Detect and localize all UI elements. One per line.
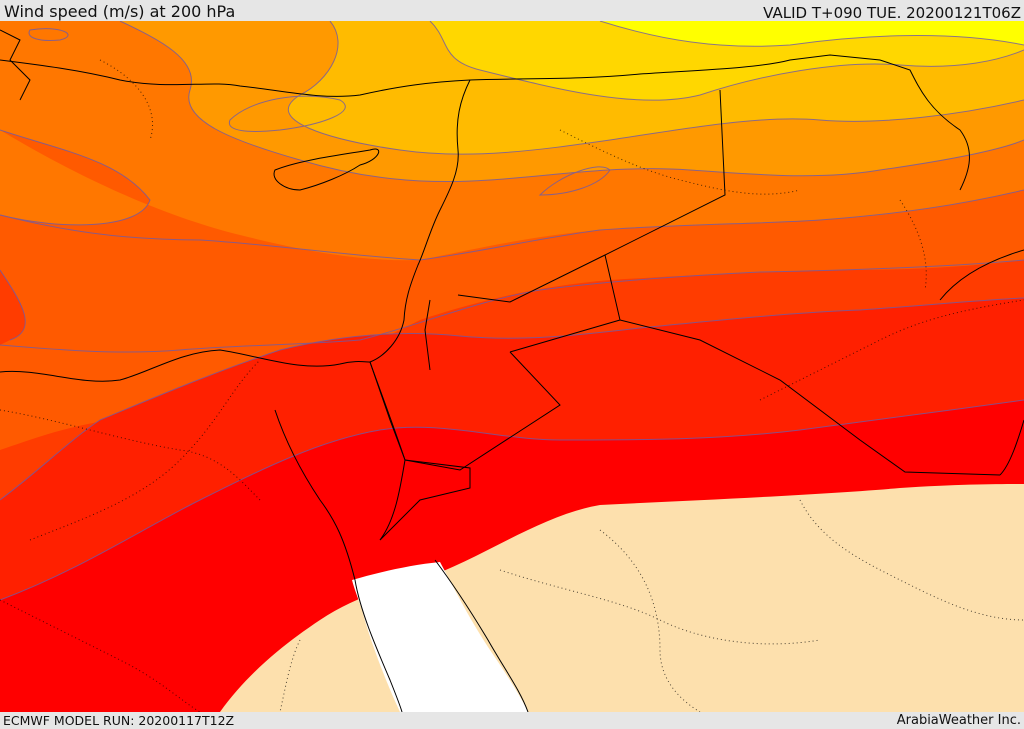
border-syria-iraq bbox=[469, 54, 970, 191]
coastline-levant bbox=[369, 79, 471, 363]
border-egypt-saudi-gulf bbox=[379, 459, 471, 541]
coastline-red-sea-east bbox=[434, 559, 529, 712]
coastline-turkey-south bbox=[0, 59, 471, 97]
border-arabia-coast bbox=[999, 419, 1024, 476]
coastline-egypt-north bbox=[0, 349, 371, 382]
provider-label: ArabiaWeather Inc. bbox=[896, 713, 1021, 728]
border-egypt-sudan bbox=[369, 361, 406, 461]
border-jordan-saudi bbox=[404, 351, 561, 471]
border-jordan bbox=[457, 254, 606, 303]
footer-bar: ECMWF MODEL RUN: 20200117T12Z ArabiaWeat… bbox=[0, 712, 1024, 729]
chart-title: Wind speed (m/s) at 200 hPa bbox=[4, 2, 236, 21]
valid-time-label: VALID T+090 TUE. 20200121T06Z bbox=[763, 4, 1021, 22]
wind-speed-map[interactable] bbox=[0, 21, 1024, 712]
gulf-coast-iran bbox=[939, 249, 1024, 301]
coastline-gulf-of-suez bbox=[274, 409, 356, 581]
red-sea-mask bbox=[352, 562, 528, 712]
border-saudi-iraq-kuwait bbox=[619, 319, 1001, 476]
band-level-9-west bbox=[0, 530, 320, 712]
model-run-label: ECMWF MODEL RUN: 20200117T12Z bbox=[3, 713, 235, 728]
cyprus bbox=[273, 148, 380, 191]
border-egypt-east-sinai bbox=[424, 299, 431, 371]
coastline-red-sea-west bbox=[354, 579, 403, 712]
header-bar: Wind speed (m/s) at 200 hPa VALID T+090 … bbox=[0, 0, 1024, 22]
aegean-islands bbox=[0, 29, 31, 101]
